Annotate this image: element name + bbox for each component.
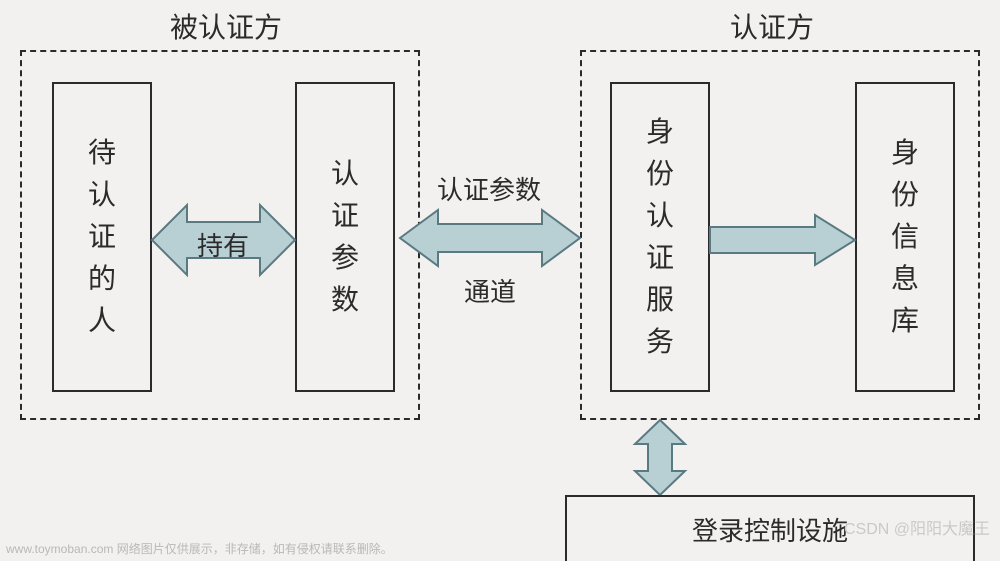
arrow-holds-label: 持有 <box>197 226 249 263</box>
node-auth-params-label: 认证参数 <box>328 153 362 321</box>
left-group-title: 被认证方 <box>170 6 282 46</box>
footer-right: CSDN @阳阳大魔王 <box>844 515 990 539</box>
diagram-canvas: 被认证方 认证方 待认证的人 认证参数 身份认证服务 身份信息库 持有 认证参数… <box>0 0 1000 561</box>
node-person-label: 待认证的人 <box>85 132 119 342</box>
node-auth-params: 认证参数 <box>295 82 395 392</box>
node-auth-service: 身份认证服务 <box>610 82 710 392</box>
node-person-to-auth: 待认证的人 <box>52 82 152 392</box>
right-group-title: 认证方 <box>730 6 814 46</box>
node-auth-service-label: 身份认证服务 <box>643 111 677 363</box>
arrow-channel-label-bottom: 通道 <box>464 272 516 309</box>
node-identity-db: 身份信息库 <box>855 82 955 392</box>
arrow-channel <box>400 210 580 266</box>
arrow-channel-label-top: 认证参数 <box>437 170 541 207</box>
footer-left: www.toymoban.com 网络图片仅供展示，非存储，如有侵权请联系删除。 <box>6 540 393 557</box>
node-identity-db-label: 身份信息库 <box>888 132 922 342</box>
arrow-to-db <box>710 215 855 265</box>
arrow-to-login-control <box>635 420 685 495</box>
node-login-control-label: 登录控制设施 <box>692 511 848 548</box>
